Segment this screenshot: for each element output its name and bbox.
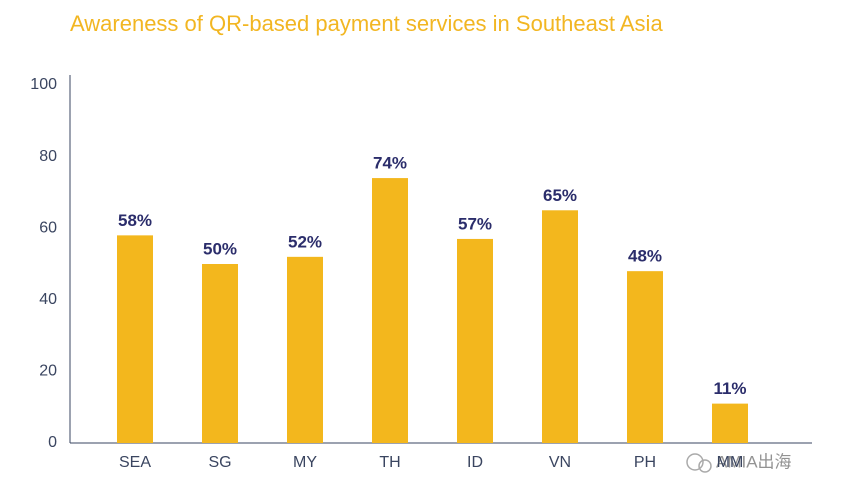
bar — [287, 256, 323, 443]
y-tick-label: 100 — [30, 76, 57, 93]
data-label: 48% — [628, 247, 662, 266]
data-label: 57% — [458, 214, 492, 233]
bar — [202, 264, 238, 443]
data-label: 52% — [288, 232, 322, 251]
x-tick-label: MM — [717, 454, 744, 471]
y-tick-label: 40 — [39, 291, 57, 308]
data-label: 58% — [118, 211, 152, 230]
x-tick-label: SG — [208, 454, 231, 471]
x-tick-label: VN — [549, 454, 571, 471]
y-tick-label: 20 — [39, 363, 57, 380]
bar — [117, 235, 153, 443]
watermark-icon — [686, 453, 704, 471]
chart-title: Awareness of QR-based payment services i… — [70, 11, 663, 36]
bar — [372, 178, 408, 443]
y-tick-label: 60 — [39, 219, 57, 236]
x-tick-label: ID — [467, 454, 483, 471]
x-tick-label: SEA — [119, 454, 151, 471]
data-label: 50% — [203, 239, 237, 258]
bar — [542, 210, 578, 443]
data-label: 65% — [543, 186, 577, 205]
y-tick-label: 0 — [48, 434, 57, 451]
watermark: AMIA出海 — [686, 452, 792, 473]
x-tick-label: MY — [293, 454, 317, 471]
watermark-text: AMIA出海 — [716, 452, 792, 471]
bar — [457, 238, 493, 443]
x-tick-label: TH — [379, 454, 400, 471]
y-tick-label: 80 — [39, 148, 57, 165]
bar — [627, 271, 663, 443]
data-label: 74% — [373, 154, 407, 173]
data-label: 11% — [713, 379, 746, 398]
bar — [712, 403, 748, 443]
watermark-icon — [698, 459, 712, 473]
x-tick-label: PH — [634, 454, 656, 471]
